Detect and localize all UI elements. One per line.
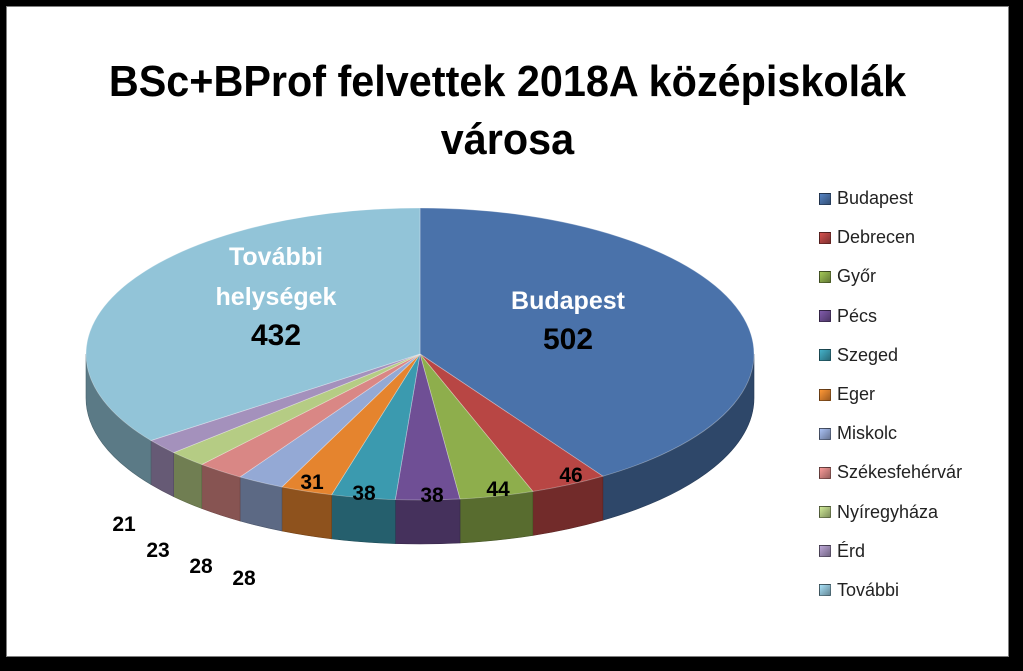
legend-label: Miskolc bbox=[837, 423, 898, 444]
legend-label: Szeged bbox=[837, 344, 899, 365]
data-label-sz-kesfeh-rv-r: 28 bbox=[189, 555, 213, 578]
legend-item--rd: Érd bbox=[819, 532, 999, 571]
pie-slice-p-cs bbox=[394, 353, 461, 501]
legend-label: Nyíregyháza bbox=[837, 501, 939, 522]
legend-swatch bbox=[819, 349, 831, 362]
data-label-p-cs: 38 bbox=[420, 484, 444, 507]
pie-slice-tov-bbi bbox=[85, 207, 421, 441]
legend-swatch bbox=[819, 466, 831, 479]
legend-label: Budapest bbox=[837, 188, 914, 209]
legend-swatch bbox=[819, 231, 831, 244]
pie-slice-eger bbox=[281, 353, 421, 496]
legend-label: Győr bbox=[837, 266, 877, 287]
legend-label: Debrecen bbox=[837, 227, 916, 248]
legend-label: Érd bbox=[837, 540, 866, 561]
legend-item-eger: Eger bbox=[819, 375, 999, 414]
chart-frame: BSc+BProf felvettek 2018A középiskolák v… bbox=[6, 6, 1009, 657]
pie-slice-ny-regyh-za bbox=[172, 353, 421, 465]
legend-item-gy-r: Győr bbox=[819, 257, 999, 296]
data-label-budapest: Budapest 502 bbox=[511, 287, 626, 356]
data-label-tov-bbi: További helységek 432 bbox=[216, 243, 337, 352]
data-label-debrecen: 46 bbox=[559, 464, 582, 487]
pie-slice-miskolc bbox=[239, 353, 421, 488]
data-label-gy-r: 44 bbox=[486, 478, 510, 501]
pie-chart: Budapest 502 46 44 38 38 31 28 28 23 21 További hely… bbox=[85, 207, 755, 590]
legend-swatch bbox=[819, 427, 831, 440]
legend-swatch bbox=[819, 584, 831, 597]
pie-side-eger bbox=[281, 486, 332, 540]
legend-swatch bbox=[819, 270, 831, 283]
legend-label: További bbox=[837, 579, 900, 600]
legend-swatch bbox=[819, 192, 831, 205]
pie-slice-sz-kesfeh-rv-r bbox=[200, 353, 421, 478]
data-label-ny-regyh-za: 23 bbox=[146, 539, 169, 562]
data-label--rd: 21 bbox=[112, 513, 136, 536]
pie-slice-budapest bbox=[419, 207, 755, 477]
legend-label: Pécs bbox=[837, 305, 878, 326]
legend-swatch bbox=[819, 545, 831, 558]
legend-label: Eger bbox=[837, 384, 876, 405]
legend-label: Székesfehérvár bbox=[837, 462, 963, 483]
legend-swatch bbox=[819, 310, 831, 323]
legend-swatch bbox=[819, 388, 831, 401]
data-label-miskolc: 28 bbox=[232, 567, 256, 590]
data-label-eger: 31 bbox=[300, 471, 324, 494]
legend-item-budapest: Budapest bbox=[819, 179, 999, 218]
legend-item-szeged: Szeged bbox=[819, 336, 999, 375]
chart-title: BSc+BProf felvettek 2018A középiskolák v… bbox=[108, 57, 907, 164]
data-label-szeged: 38 bbox=[352, 482, 376, 505]
legend-item-tov-bbi: További bbox=[819, 571, 999, 610]
chart-legend: Budapest Debrecen Győr Pécs Szeged Eger Miskol… bbox=[819, 179, 999, 610]
legend-item-sz-kesfeh-rv-r: Székesfehérvár bbox=[819, 453, 999, 492]
pie-slice--rd bbox=[149, 353, 421, 454]
pie-slice-debrecen bbox=[419, 353, 604, 492]
legend-swatch bbox=[819, 506, 831, 519]
legend-item-debrecen: Debrecen bbox=[819, 218, 999, 257]
legend-item-miskolc: Miskolc bbox=[819, 414, 999, 453]
legend-item-p-cs: Pécs bbox=[819, 297, 999, 336]
legend-item-ny-regyh-za: Nyíregyháza bbox=[819, 493, 999, 532]
pie-slice-gy-r bbox=[419, 353, 534, 500]
pie-slice-szeged bbox=[330, 353, 421, 501]
